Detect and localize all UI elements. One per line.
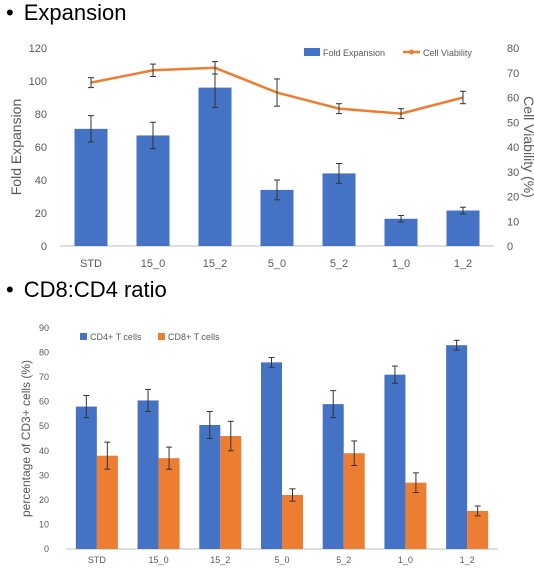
x-tick-label: 15_2 <box>203 258 227 270</box>
bar-cd8 <box>282 494 303 549</box>
y-tick-label: 20 <box>39 495 49 505</box>
bar-fold-expansion <box>74 128 108 246</box>
x-tick-label: 5_2 <box>330 258 348 270</box>
y-tick-label: 40 <box>39 446 49 456</box>
y-tick-label: 50 <box>39 421 49 431</box>
bar-fold-expansion <box>136 135 170 246</box>
bar-cd4 <box>199 424 221 549</box>
expansion-title: Expansion <box>23 0 127 25</box>
bar-cd4 <box>261 362 282 549</box>
y2-tick-label: 10 <box>507 216 519 228</box>
x-tick-label: 5_0 <box>274 555 289 565</box>
y2-tick-label: 40 <box>507 142 519 154</box>
bar-cd8 <box>96 455 118 549</box>
bar-cd8 <box>467 510 489 549</box>
x-tick-label: STD <box>80 258 102 270</box>
bar-cd4 <box>137 400 159 549</box>
x-tick-label: 15_0 <box>149 555 169 565</box>
y-tick-label: 20 <box>35 208 47 220</box>
y-tick-label: 80 <box>35 109 47 121</box>
bar-cd8 <box>343 453 365 549</box>
y-tick-label: 0 <box>44 544 49 554</box>
ratio-title: CD8:CD4 ratio <box>23 277 167 302</box>
legend-label-cd4: CD4+ T cells <box>90 332 142 342</box>
legend-swatch-fold-expansion <box>304 48 320 56</box>
x-tick-label: 15_0 <box>141 258 165 270</box>
y-tick-label: 60 <box>35 142 47 154</box>
y-tick-label: 70 <box>39 372 49 382</box>
y-tick-label: 120 <box>29 43 47 55</box>
bar-cd8 <box>220 436 242 549</box>
x-tick-label: 1_0 <box>392 258 410 270</box>
ratio-heading: • CD8:CD4 ratio <box>6 277 167 303</box>
x-tick-label: 5_0 <box>268 258 286 270</box>
y2-tick-label: 20 <box>507 192 519 204</box>
legend-label-fold-expansion: Fold Expansion <box>323 48 385 58</box>
bar-cd4 <box>75 406 97 549</box>
legend-label-cell-viability: Cell Viability <box>423 48 472 58</box>
bar-cd4 <box>322 404 344 549</box>
x-tick-label: STD <box>88 555 107 565</box>
bar-fold-expansion <box>322 173 356 246</box>
y2-tick-label: 50 <box>507 117 519 129</box>
bar-fold-expansion <box>198 87 232 246</box>
legend-marker-cell-viability <box>409 49 414 55</box>
legend-swatch-cd8 <box>158 333 165 340</box>
y-tick-label: 90 <box>39 323 49 333</box>
y2-tick-label: 0 <box>507 241 513 253</box>
bar-cd4 <box>446 345 468 549</box>
bullet-icon: • <box>6 0 14 25</box>
bar-fold-expansion <box>446 210 480 246</box>
y-tick-label: 100 <box>29 76 47 88</box>
expansion-chart: 0 20 40 60 80 100 120 0 10 20 30 40 50 60 70 80 STD 15_0 1… <box>8 43 534 270</box>
y-axis-label: Fold Expansion <box>8 99 24 196</box>
y2-axis-label: Cell Viability (%) <box>521 96 534 198</box>
bar-fold-expansion <box>384 218 418 246</box>
bullet-icon: • <box>6 277 14 302</box>
y2-tick-label: 70 <box>507 68 519 80</box>
y-tick-label: 80 <box>39 348 49 358</box>
y2-tick-label: 30 <box>507 167 519 179</box>
x-tick-label: 15_2 <box>210 555 230 565</box>
bar-cd8 <box>405 482 427 549</box>
bar-cd4 <box>384 374 406 549</box>
y-tick-label: 60 <box>39 397 49 407</box>
x-tick-label: 1_0 <box>398 555 413 565</box>
y-tick-label: 40 <box>35 175 47 187</box>
bar-cd8 <box>158 458 180 549</box>
legend-label-cd8: CD8+ T cells <box>168 332 220 342</box>
y-axis-label: percentage of CD3+ cells (%) <box>19 360 33 517</box>
y-tick-label: 10 <box>39 519 49 529</box>
y-tick-label: 0 <box>41 241 47 253</box>
y2-tick-label: 80 <box>507 43 519 55</box>
y-tick-label: 30 <box>39 470 49 480</box>
cd8-cd4-chart: 0 10 20 30 40 50 60 70 80 90 STD 15_0 15_2 5_0 5_2 1_0 1… <box>19 323 498 565</box>
legend-swatch-cd4 <box>80 333 87 340</box>
y2-tick-label: 60 <box>507 93 519 105</box>
x-tick-label: 1_2 <box>454 258 472 270</box>
x-tick-label: 1_2 <box>460 555 475 565</box>
x-tick-label: 5_2 <box>336 555 351 565</box>
expansion-heading: • Expansion <box>6 0 126 26</box>
